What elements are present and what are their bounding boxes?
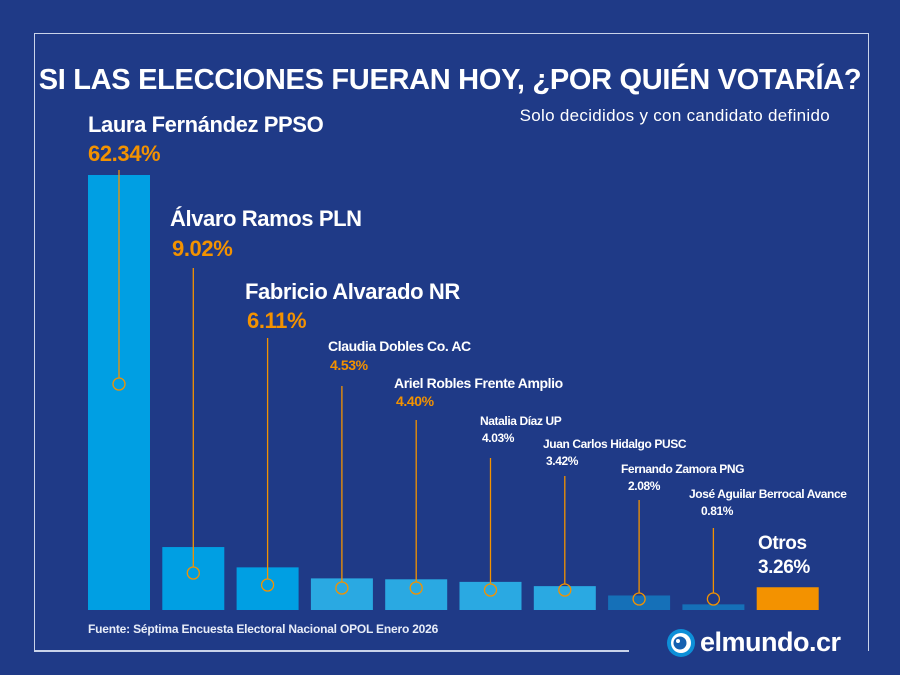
percent-label: 3.26% <box>758 557 810 578</box>
chart-frame <box>34 33 869 651</box>
leader-marker <box>186 566 200 580</box>
percent-label: 2.08% <box>628 479 661 493</box>
bar-10 <box>756 587 819 610</box>
logo-text: elmundo.cr <box>700 627 841 657</box>
candidate-label: José Aguilar Berrocal Avance <box>689 487 847 501</box>
leader-marker <box>632 592 646 606</box>
bar-7 <box>533 586 596 610</box>
candidate-label: Juan Carlos Hidalgo PUSC <box>543 437 687 451</box>
percent-label: 0.81% <box>701 504 734 518</box>
percent-label: 4.03% <box>482 431 515 445</box>
percent-label: 9.02% <box>172 236 233 261</box>
candidate-label: Natalia Díaz UP <box>480 414 562 428</box>
leader-marker <box>112 377 126 391</box>
bar-9 <box>682 604 745 610</box>
leader-marker <box>706 592 721 606</box>
bar-8 <box>608 595 671 610</box>
elmundo-logo[interactable]: elmundo.cr <box>666 627 841 658</box>
candidate-label: Álvaro Ramos PLN <box>170 206 362 231</box>
candidate-label: Claudia Dobles Co. AC <box>328 338 471 354</box>
leader-marker <box>260 578 275 592</box>
candidate-label: Otros <box>758 533 807 554</box>
eye-logo-icon <box>667 628 695 657</box>
percent-label: 4.53% <box>330 357 368 373</box>
percent-label: 3.42% <box>546 454 579 468</box>
leader-marker <box>558 583 572 597</box>
candidate-label: Fernando Zamora PNG <box>621 462 745 476</box>
chart-title: SI LAS ELECCIONES FUERAN HOY, ¿POR QUIÉN… <box>38 64 862 96</box>
leader-marker <box>483 583 498 597</box>
candidate-label: Fabricio Alvarado NR <box>245 279 460 304</box>
frame-divider <box>34 650 629 652</box>
candidate-label: Ariel Robles Frente Amplio <box>394 375 563 391</box>
percent-label: 4.40% <box>396 393 434 409</box>
chart-subtitle: Solo decididos y con candidato definido <box>519 106 830 125</box>
percent-label: 62.34% <box>88 141 161 166</box>
leader-marker <box>335 581 349 595</box>
candidate-label: Laura Fernández PPSO <box>88 112 324 137</box>
percent-label: 6.11% <box>247 308 307 333</box>
source-note: Fuente: Séptima Encuesta Electoral Nacio… <box>88 622 439 636</box>
leader-marker <box>409 581 423 595</box>
